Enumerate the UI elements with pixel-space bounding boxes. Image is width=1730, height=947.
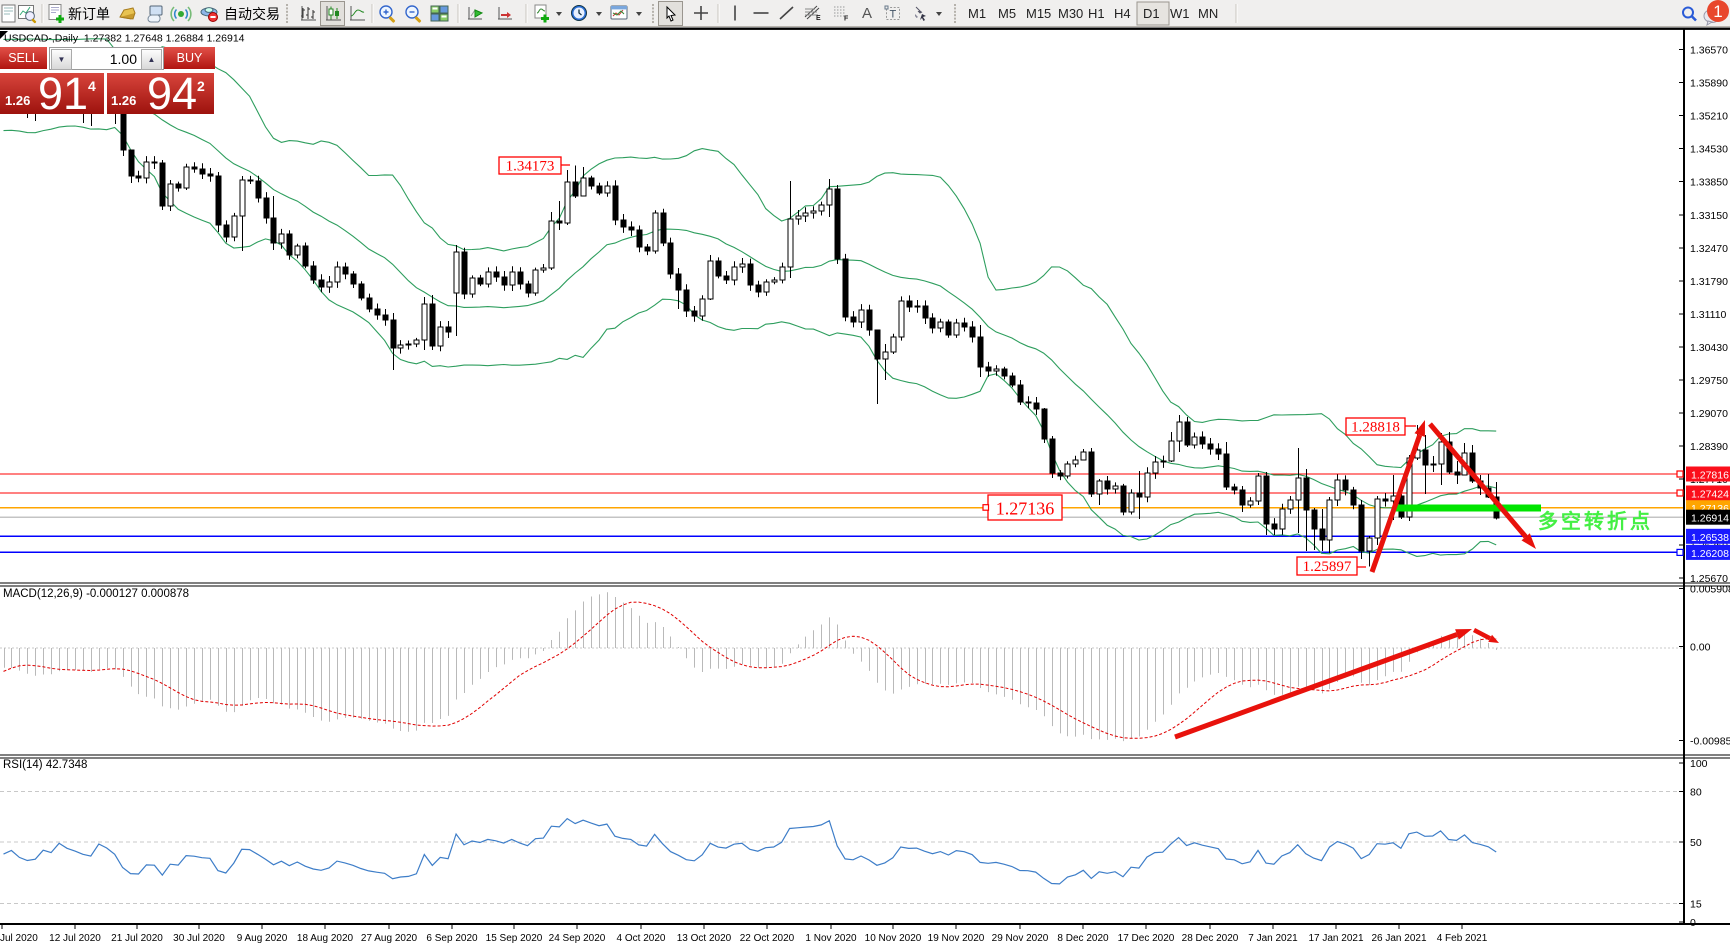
- svg-text:12 Jul 2020: 12 Jul 2020: [49, 933, 101, 944]
- svg-text:19 Nov 2020: 19 Nov 2020: [928, 933, 985, 944]
- svg-text:15: 15: [1690, 898, 1702, 910]
- svg-text:1.26914: 1.26914: [1691, 513, 1729, 525]
- svg-text:4 Feb 2021: 4 Feb 2021: [1437, 933, 1488, 944]
- svg-text:M30: M30: [1058, 6, 1083, 21]
- svg-text:新订单: 新订单: [68, 6, 110, 22]
- svg-text:1.33850: 1.33850: [1690, 176, 1728, 188]
- svg-text:D1: D1: [1143, 6, 1160, 21]
- svg-text:1.25897: 1.25897: [1303, 559, 1352, 575]
- svg-text:17 Dec 2020: 17 Dec 2020: [1118, 933, 1175, 944]
- svg-text:29 Nov 2020: 29 Nov 2020: [992, 933, 1049, 944]
- svg-text:30 Jul 2020: 30 Jul 2020: [173, 933, 225, 944]
- svg-text:6 Sep 2020: 6 Sep 2020: [426, 933, 478, 944]
- svg-text:10 Nov 2020: 10 Nov 2020: [865, 933, 922, 944]
- svg-text:1.31790: 1.31790: [1690, 276, 1728, 288]
- svg-text:1.32470: 1.32470: [1690, 243, 1728, 255]
- svg-text:13 Oct 2020: 13 Oct 2020: [677, 933, 732, 944]
- svg-text:1.27136: 1.27136: [996, 499, 1055, 519]
- svg-text:E: E: [816, 15, 821, 22]
- svg-text:W1: W1: [1170, 6, 1190, 21]
- svg-text:26 Jan 2021: 26 Jan 2021: [1371, 933, 1426, 944]
- svg-text:15 Sep 2020: 15 Sep 2020: [486, 933, 543, 944]
- svg-text:1: 1: [1713, 2, 1722, 21]
- svg-text:28 Dec 2020: 28 Dec 2020: [1182, 933, 1239, 944]
- svg-text:1.30430: 1.30430: [1690, 342, 1728, 354]
- svg-text:MN: MN: [1198, 6, 1218, 21]
- svg-text:1.36570: 1.36570: [1690, 44, 1728, 56]
- svg-text:1.29070: 1.29070: [1690, 408, 1728, 420]
- svg-text:1.33150: 1.33150: [1690, 210, 1728, 222]
- svg-text:21 Jul 2020: 21 Jul 2020: [111, 933, 163, 944]
- svg-text:M15: M15: [1026, 6, 1051, 21]
- svg-text:8 Dec 2020: 8 Dec 2020: [1057, 933, 1109, 944]
- svg-text:T: T: [890, 9, 897, 21]
- svg-text:1 Nov 2020: 1 Nov 2020: [805, 933, 857, 944]
- svg-text:50: 50: [1690, 837, 1702, 849]
- svg-text:18 Aug 2020: 18 Aug 2020: [297, 933, 354, 944]
- svg-text:A: A: [862, 5, 872, 22]
- svg-text:MACD(12,26,9) -0.000127 0.0008: MACD(12,26,9) -0.000127 0.000878: [3, 588, 189, 600]
- svg-text:0.00: 0.00: [1690, 642, 1711, 654]
- svg-text:RSI(14) 42.7348: RSI(14) 42.7348: [3, 759, 87, 771]
- svg-text:0.005908: 0.005908: [1690, 584, 1730, 596]
- svg-text:1.26208: 1.26208: [1691, 548, 1729, 560]
- svg-text:多空转折点: 多空转折点: [1538, 509, 1653, 533]
- svg-text:100: 100: [1690, 758, 1708, 770]
- svg-text:F: F: [844, 16, 849, 23]
- svg-text:1.34173: 1.34173: [506, 158, 555, 174]
- svg-text:0: 0: [1690, 917, 1696, 929]
- svg-text:1.35210: 1.35210: [1690, 110, 1728, 122]
- svg-text:1.27816: 1.27816: [1691, 470, 1729, 482]
- svg-text:22 Oct 2020: 22 Oct 2020: [740, 933, 795, 944]
- svg-text:M1: M1: [968, 6, 986, 21]
- svg-text:H1: H1: [1088, 6, 1105, 21]
- svg-text:自动交易: 自动交易: [224, 6, 280, 22]
- svg-text:17 Jan 2021: 17 Jan 2021: [1308, 933, 1363, 944]
- svg-text:H4: H4: [1114, 6, 1131, 21]
- svg-text:1.34530: 1.34530: [1690, 143, 1728, 155]
- svg-text:1.25670: 1.25670: [1690, 573, 1728, 585]
- svg-text:M5: M5: [998, 6, 1016, 21]
- svg-text:7 Jan 2021: 7 Jan 2021: [1248, 933, 1298, 944]
- svg-text:80: 80: [1690, 787, 1702, 799]
- svg-text:1.35890: 1.35890: [1690, 77, 1728, 89]
- svg-text:1.31110: 1.31110: [1690, 309, 1727, 321]
- svg-text:4 Oct 2020: 4 Oct 2020: [617, 933, 666, 944]
- svg-text:1.28390: 1.28390: [1690, 441, 1728, 453]
- svg-text:USDCAD-,Daily 1.27382 1.27648: USDCAD-,Daily 1.27382 1.27648 1.26884 1.…: [4, 33, 245, 45]
- svg-text:1.26538: 1.26538: [1691, 532, 1729, 544]
- svg-text:27 Aug 2020: 27 Aug 2020: [361, 933, 418, 944]
- svg-text:1.28818: 1.28818: [1351, 419, 1400, 435]
- svg-text:1.27424: 1.27424: [1691, 489, 1729, 501]
- svg-text:1.29750: 1.29750: [1690, 375, 1728, 387]
- svg-text:24 Sep 2020: 24 Sep 2020: [549, 933, 606, 944]
- svg-text:Jul 2020: Jul 2020: [0, 933, 38, 944]
- svg-text:9 Aug 2020: 9 Aug 2020: [237, 933, 288, 944]
